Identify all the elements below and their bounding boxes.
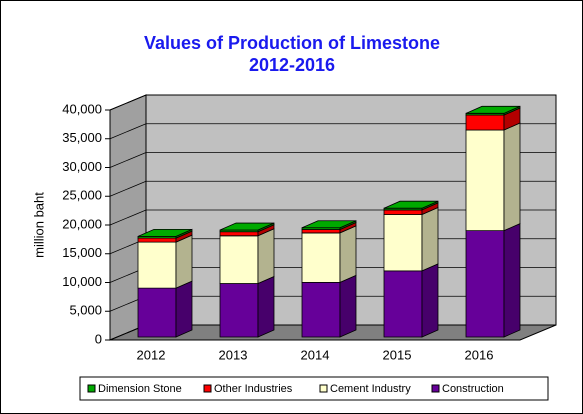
bar-front: [383, 209, 423, 215]
bar-front: [219, 235, 259, 284]
y-tick-label: 10,000: [62, 274, 102, 289]
bar-front: [137, 287, 177, 338]
bar-top: [301, 220, 357, 229]
bar-segment: [301, 274, 357, 338]
bar-top: [383, 200, 439, 209]
bar-top: [219, 222, 275, 231]
bar-segment: [383, 202, 439, 216]
bar-front: [465, 114, 505, 131]
bar-top: [465, 105, 521, 114]
legend-swatch: [319, 384, 328, 393]
bar-front: [219, 231, 259, 237]
bar-side: [175, 280, 193, 338]
legend-label: Dimension Stone: [98, 383, 182, 395]
grid-line: [109, 180, 556, 197]
legend-swatch: [87, 384, 96, 393]
bar-segment: [301, 220, 357, 231]
y-tick-label: 40,000: [62, 101, 102, 116]
y-tick-label: 5,000: [69, 303, 102, 318]
bar-segment: [219, 228, 275, 285]
bar-segment: [137, 230, 193, 243]
x-tick-label: 2015: [383, 347, 412, 362]
bar-front: [137, 241, 177, 289]
bar-segment: [383, 200, 439, 211]
bar-front: [465, 129, 505, 232]
bar-segment: [465, 223, 521, 338]
bar-segment: [383, 206, 439, 272]
x-tick-label: 2013: [219, 347, 248, 362]
y-tick-label: 0: [95, 331, 102, 346]
y-tick-label: 15,000: [62, 245, 102, 260]
bar-segment: [219, 275, 275, 338]
bar-front: [383, 214, 423, 272]
y-tick-label: 20,000: [62, 216, 102, 231]
bar-top: [137, 228, 193, 237]
grid-line: [109, 123, 556, 140]
chart-subtitle: 2012-2016: [249, 55, 335, 75]
bar-side: [339, 225, 357, 283]
bar-segment: [465, 122, 521, 232]
bar-front: [301, 281, 341, 338]
y-tick-label: 30,000: [62, 159, 102, 174]
bar-segment: [137, 234, 193, 289]
x-tick-label: 2012: [137, 347, 166, 362]
grid-line: [109, 94, 556, 111]
legend-label: Other Industries: [214, 383, 293, 395]
x-tick-label: 2016: [465, 347, 494, 362]
bar-side: [257, 275, 275, 338]
bar-segment: [301, 225, 357, 283]
bar-segment: [137, 228, 193, 239]
bar-segment: [465, 105, 521, 116]
bar-side: [421, 206, 439, 272]
bar-segment: [219, 222, 275, 233]
legend-swatch: [203, 384, 212, 393]
y-axis-label: million baht: [31, 192, 46, 258]
bar-side: [339, 274, 357, 338]
legend: [79, 376, 549, 401]
bar-front: [301, 232, 341, 283]
legend-swatch: [431, 384, 440, 393]
legend-label: Construction: [442, 383, 504, 395]
bar-front: [301, 229, 341, 234]
bar-side: [503, 223, 521, 338]
bar-front: [219, 283, 259, 338]
bar-segment: [137, 280, 193, 338]
bar-front: [137, 237, 177, 243]
chart-title: Values of Production of Limestone: [144, 33, 440, 53]
bar-side: [503, 122, 521, 232]
bar-side: [175, 234, 193, 289]
x-tick-label: 2014: [301, 347, 330, 362]
bar-side: [257, 228, 275, 285]
grid-line: [109, 152, 556, 168]
y-tick-label: 25,000: [62, 188, 102, 203]
legend-label: Cement Industry: [330, 383, 411, 395]
bar-segment: [383, 263, 439, 338]
bar-front: [465, 230, 505, 338]
bar-front: [383, 270, 423, 338]
bar-side: [421, 263, 439, 338]
bar-segment: [301, 221, 357, 234]
y-tick-label: 35,000: [62, 130, 102, 145]
